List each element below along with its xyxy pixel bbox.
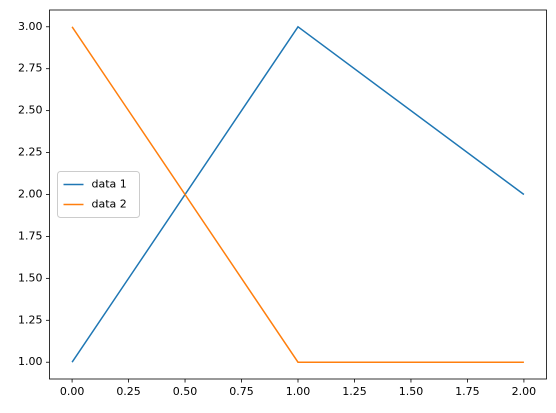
x-tick-label: 1.25 (342, 385, 367, 398)
y-tick-label: 2.25 (18, 146, 43, 159)
y-tick-label: 1.25 (18, 313, 43, 326)
y-tick-label: 3.00 (18, 20, 43, 33)
x-tick-label: 1.50 (399, 385, 424, 398)
x-tick-label: 2.00 (512, 385, 537, 398)
legend-label: data 1 (92, 178, 127, 191)
data-line (71, 25, 525, 363)
x-tick-label: 0.75 (229, 385, 254, 398)
x-tick-label: 0.50 (173, 385, 198, 398)
y-tick-label: 1.00 (18, 355, 43, 368)
x-tick-label: 0.25 (116, 385, 141, 398)
x-tick-label: 1.75 (455, 385, 480, 398)
y-tick-label: 2.00 (18, 188, 43, 201)
legend-box (57, 171, 140, 218)
y-tick-label: 2.75 (18, 62, 43, 75)
x-tick-label: 0.00 (60, 385, 85, 398)
y-tick-label: 1.75 (18, 229, 43, 242)
y-tick-label: 2.50 (18, 104, 43, 117)
legend-label: data 2 (92, 198, 127, 211)
x-tick-label: 1.00 (286, 385, 311, 398)
axes-frame (49, 9, 547, 380)
legend: data 1 data 2 (57, 171, 140, 218)
data-line (71, 26, 524, 363)
y-tick-label: 1.50 (18, 271, 43, 284)
